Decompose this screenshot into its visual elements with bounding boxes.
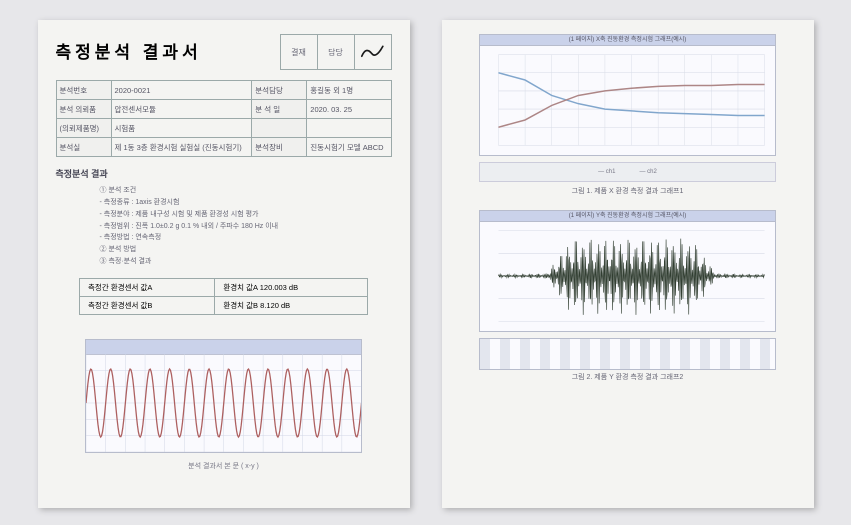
panel-1-svg bbox=[480, 46, 776, 154]
panel-2: (1 페이지) Y축 진동환경 측정시험 그래프(예시) bbox=[479, 210, 777, 332]
bullet: - 측정종류 : 1axis 환경시험 bbox=[100, 198, 392, 209]
panel-2-data-strip bbox=[479, 338, 777, 370]
chart-svg bbox=[86, 354, 362, 452]
panel-2-caption: 그림 2. 제품 Y 환경 측정 결과 그래프2 bbox=[460, 372, 796, 382]
analysis-conditions-list: ① 분석 조건 - 측정종류 : 1axis 환경시험 - 측정분야 : 제품 … bbox=[60, 186, 392, 268]
meta-lbl: 분석번호 bbox=[56, 81, 111, 100]
canvas: 측정분석 결과서 결재 담당 분석번호 2020-0021 분석담당 홍길동 외… bbox=[0, 0, 851, 525]
result-table: 측정간 환경센서 값A 환경치 값A 120.003 dB 측정간 환경센서 값… bbox=[79, 278, 368, 315]
meta-lbl: 분석담당 bbox=[252, 81, 307, 100]
result-lbl: 측정간 환경센서 값A bbox=[80, 278, 215, 296]
chart-footer: 분석 결과서 본 문 ( x-y ) bbox=[56, 461, 392, 471]
bullet: ② 분석 방법 bbox=[100, 245, 392, 256]
meta-lbl: 분석장비 bbox=[252, 138, 307, 157]
section-heading: 측정분석 결과 bbox=[56, 167, 392, 180]
meta-lbl: (의뢰제품명) bbox=[56, 119, 111, 138]
approval-stamp-icon bbox=[354, 35, 391, 69]
report-page-2: (1 페이지) X축 진동환경 측정시험 그래프(예시) — ch1 — ch2… bbox=[442, 20, 814, 508]
meta-val: 홍길동 외 1명 bbox=[307, 81, 391, 100]
bullet: - 측정방법 : 연속측정 bbox=[100, 233, 392, 244]
panel-1-caption: 그림 1. 제품 X 환경 측정 결과 그래프1 bbox=[460, 186, 796, 196]
approval-box: 결재 담당 bbox=[280, 34, 392, 70]
title-row: 측정분석 결과서 결재 담당 bbox=[56, 34, 392, 70]
bullet: ③ 측정·분석 결과 bbox=[100, 257, 392, 268]
legend-item: — ch1 bbox=[598, 169, 615, 175]
meta-lbl bbox=[252, 119, 307, 138]
chart-header-bar bbox=[86, 340, 362, 355]
approval-col-2: 담당 bbox=[317, 35, 354, 69]
bullet: ① 분석 조건 bbox=[100, 186, 392, 197]
meta-lbl: 분석실 bbox=[56, 138, 111, 157]
meta-lbl: 분석 의뢰품 bbox=[56, 100, 111, 119]
result-val: 환경치 값B 8.120 dB bbox=[215, 296, 368, 314]
bullet: - 측정분야 : 제품 내구성 시험 및 제품 환경성 시험 평가 bbox=[100, 210, 392, 221]
legend-item: — ch2 bbox=[639, 169, 656, 175]
bullet: - 측정범위 : 진폭 1.0±0.2 g 0.1 % 내외 / 주파수 180… bbox=[100, 222, 392, 233]
doc-title: 측정분석 결과서 bbox=[56, 38, 202, 63]
meta-val: 2020-0021 bbox=[111, 81, 252, 100]
meta-val: 진동시험기 모델 ABCD bbox=[307, 138, 391, 157]
approval-col-1: 결재 bbox=[281, 35, 317, 69]
meta-val: 시험품 bbox=[111, 119, 252, 138]
meta-val bbox=[307, 119, 391, 138]
result-val: 환경치 값A 120.003 dB bbox=[215, 278, 368, 296]
panel-2-svg bbox=[480, 222, 776, 330]
meta-table: 분석번호 2020-0021 분석담당 홍길동 외 1명 분석 의뢰품 압전센서… bbox=[56, 80, 392, 157]
meta-val: 압전센서모듈 bbox=[111, 100, 252, 119]
panel-1-title: (1 페이지) X축 진동환경 측정시험 그래프(예시) bbox=[480, 35, 776, 46]
meta-lbl: 분 석 일 bbox=[252, 100, 307, 119]
meta-val: 제 1동 3층 환경시험 실험실 (진동시험기) bbox=[111, 138, 252, 157]
report-page-1: 측정분석 결과서 결재 담당 분석번호 2020-0021 분석담당 홍길동 외… bbox=[38, 20, 410, 508]
panel-2-title: (1 페이지) Y축 진동환경 측정시험 그래프(예시) bbox=[480, 211, 776, 222]
result-lbl: 측정간 환경센서 값B bbox=[80, 296, 215, 314]
panel-1-legend: — ch1 — ch2 bbox=[479, 162, 777, 182]
waveform-chart bbox=[85, 339, 363, 453]
meta-val: 2020. 03. 25 bbox=[307, 100, 391, 119]
panel-1: (1 페이지) X축 진동환경 측정시험 그래프(예시) bbox=[479, 34, 777, 156]
